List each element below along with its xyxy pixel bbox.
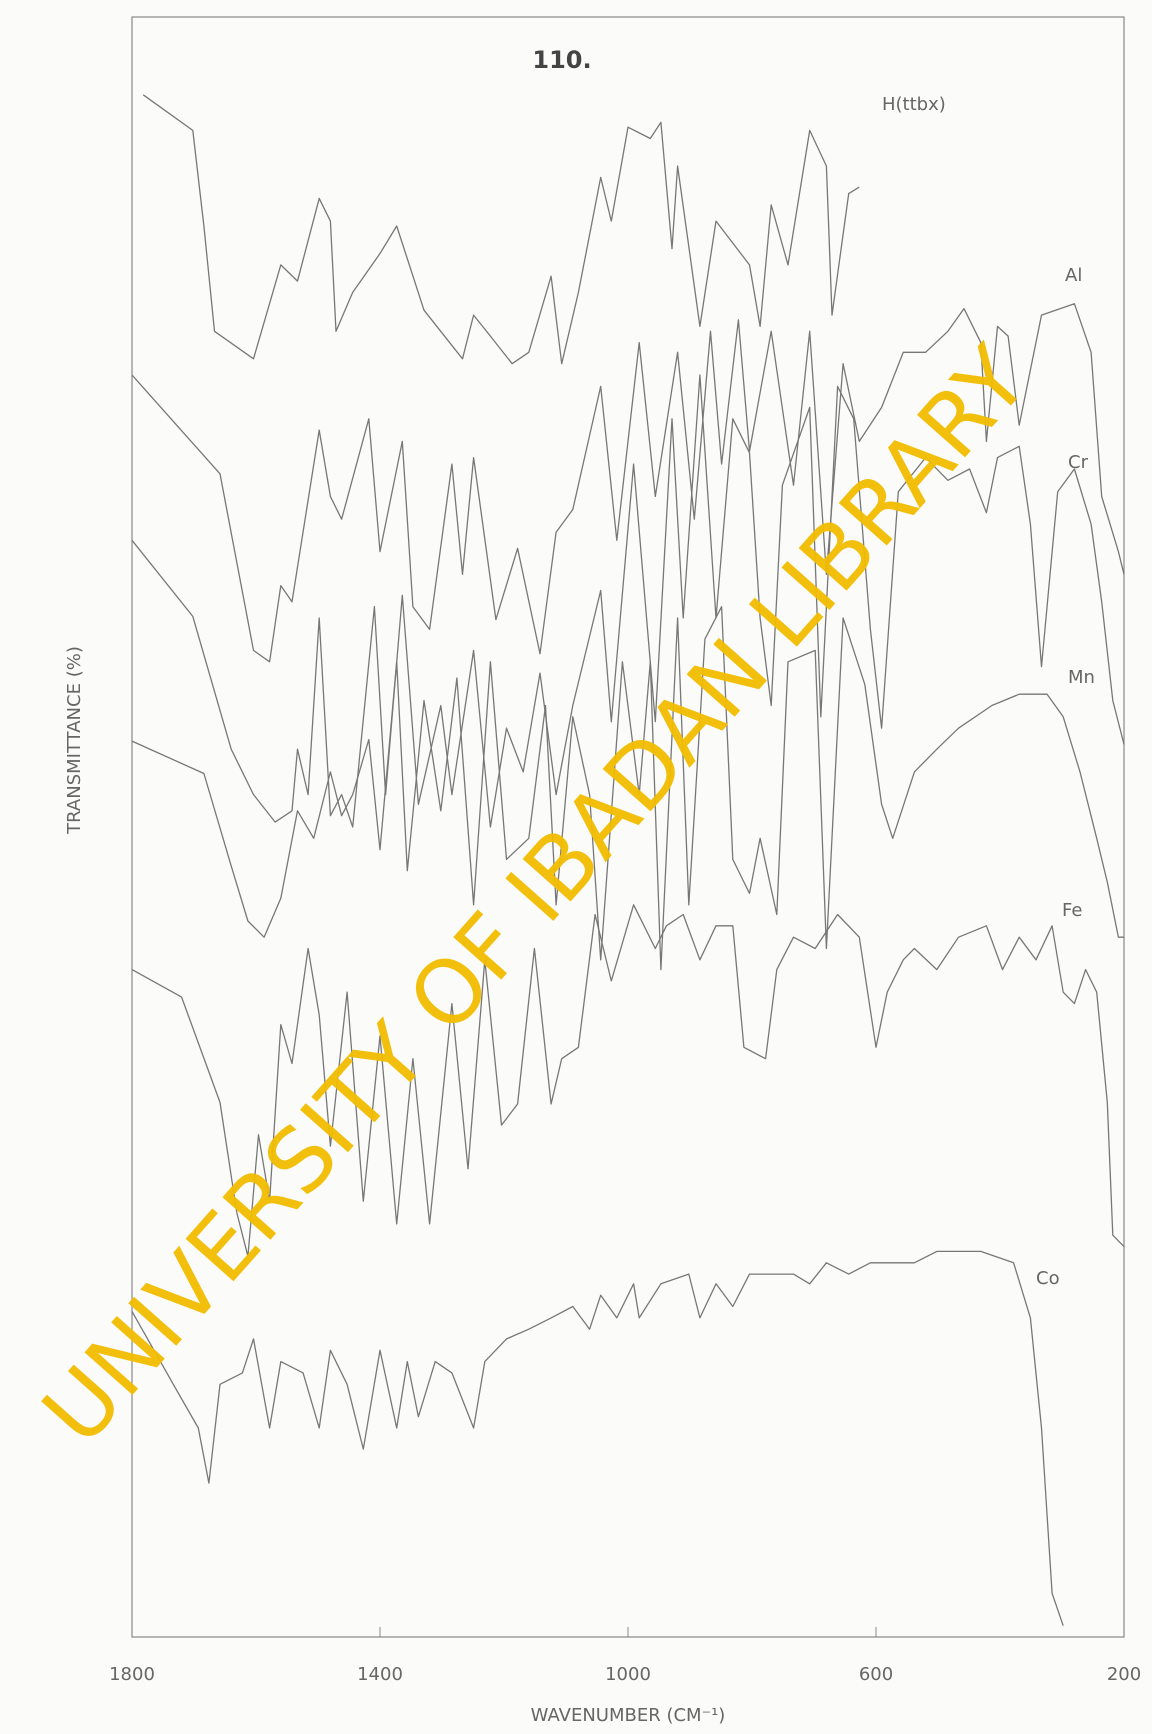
x-tick-label: 1800 bbox=[109, 1664, 155, 1685]
series-label: Mn bbox=[1068, 667, 1095, 688]
series-label: Fe bbox=[1062, 900, 1082, 921]
spectrum-line bbox=[132, 1251, 1063, 1625]
series-label: Cr bbox=[1068, 452, 1089, 473]
series-label: Al bbox=[1065, 265, 1082, 286]
page-number: 110. bbox=[532, 46, 591, 74]
x-tick-label: 1400 bbox=[357, 1664, 403, 1685]
x-tick-label: 1000 bbox=[605, 1664, 651, 1685]
x-axis-title: WAVENUMBER (CM⁻¹) bbox=[531, 1705, 726, 1726]
page: 110. WAVENUMBER (CM⁻¹) TRANSMITTANCE (%)… bbox=[0, 0, 1152, 1730]
series-label: Co bbox=[1036, 1268, 1060, 1289]
series-label: H(ttbx) bbox=[882, 94, 946, 115]
x-tick-label: 200 bbox=[1107, 1664, 1141, 1685]
watermark: UNIVERSITY OF IBADAN LIBRARY bbox=[23, 328, 1048, 1464]
spectrum-line bbox=[143, 95, 859, 364]
x-tick-label: 600 bbox=[859, 1664, 893, 1685]
chart: 110. WAVENUMBER (CM⁻¹) TRANSMITTANCE (%)… bbox=[0, 0, 1152, 1730]
y-axis-title: TRANSMITTANCE (%) bbox=[64, 646, 85, 835]
